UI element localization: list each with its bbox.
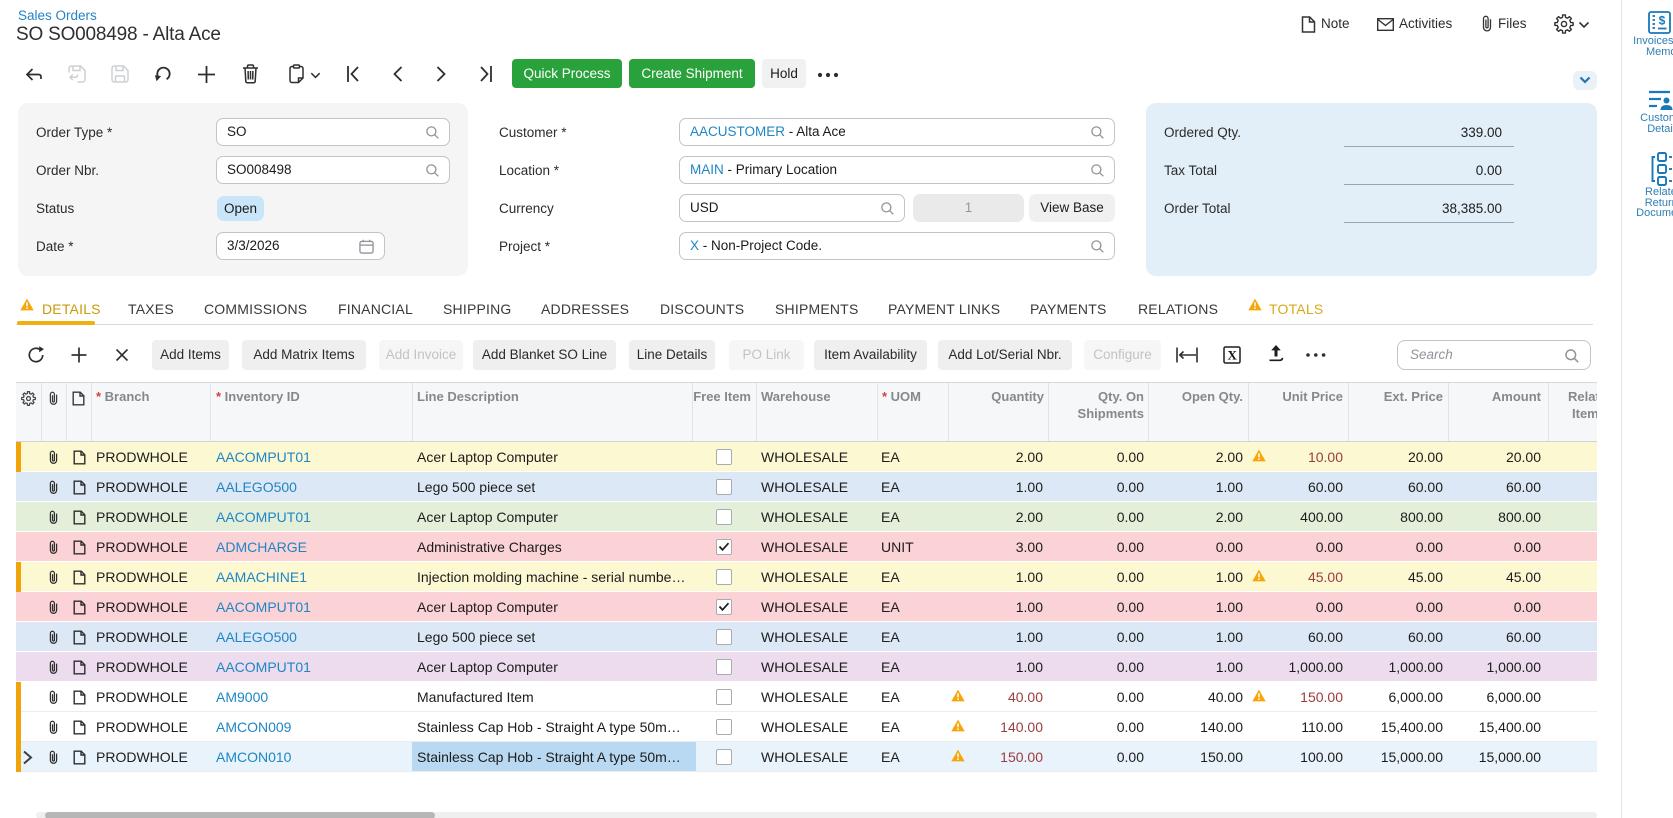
svg-text:X: X bbox=[1228, 348, 1238, 363]
svg-text:$: $ bbox=[1659, 14, 1666, 28]
